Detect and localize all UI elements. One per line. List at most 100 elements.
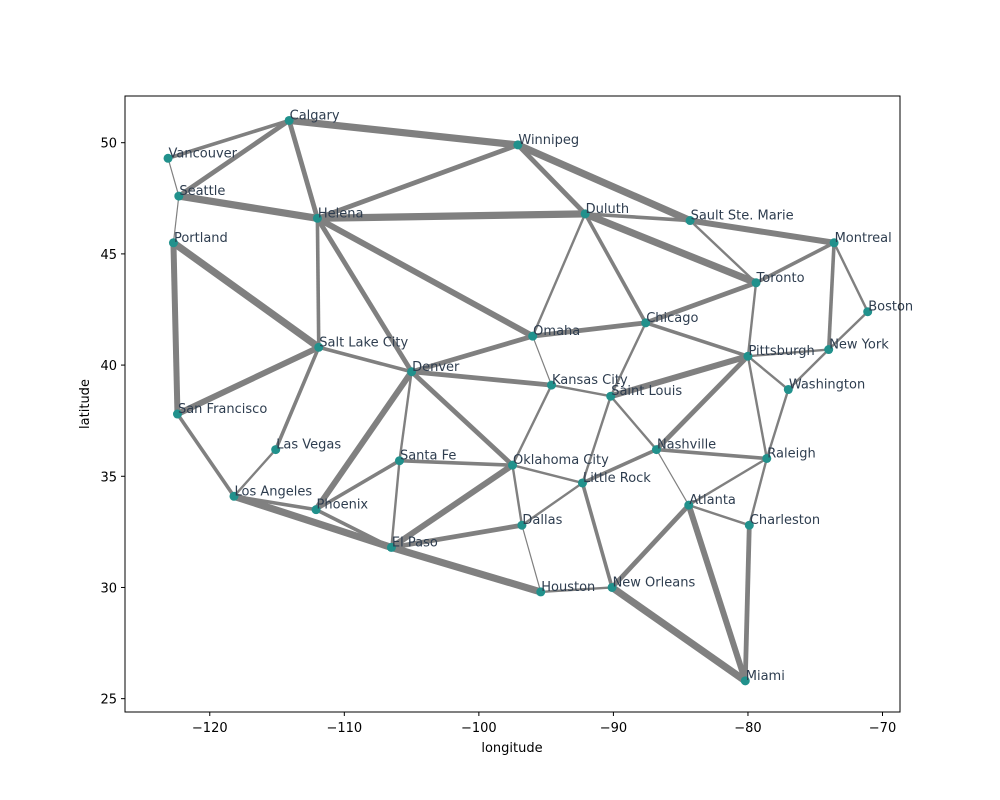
node-label-portland: Portland bbox=[174, 231, 228, 246]
node-label-montreal: Montreal bbox=[835, 231, 892, 246]
edge-boston-new-york bbox=[827, 310, 869, 351]
node-sault-ste-marie bbox=[685, 216, 695, 226]
edge-los-angeles-el-paso bbox=[232, 492, 393, 551]
node-label-sault-ste-marie: Sault Ste. Marie bbox=[691, 209, 794, 224]
node-santa-fe bbox=[394, 456, 404, 466]
node-new-york bbox=[824, 345, 834, 355]
node-san-francisco bbox=[172, 409, 182, 419]
edge-montreal-toronto bbox=[755, 241, 835, 285]
node-charleston bbox=[744, 520, 754, 530]
edge-portland-salt-lake-city bbox=[171, 239, 321, 351]
edge-little-rock-new-orleans bbox=[580, 482, 614, 588]
node-los-angeles bbox=[229, 491, 239, 501]
x-axis-label: longitude bbox=[481, 741, 542, 756]
node-duluth bbox=[580, 209, 590, 219]
edge-helena-salt-lake-city bbox=[315, 218, 321, 348]
edge-salt-lake-city-san-francisco bbox=[176, 344, 321, 417]
y-tick-label: 50 bbox=[100, 137, 117, 152]
y-axis: 25 30 35 40 45 50 bbox=[100, 137, 125, 708]
node-miami bbox=[740, 676, 750, 686]
node-label-helena: Helena bbox=[318, 206, 364, 221]
y-tick-label: 35 bbox=[100, 470, 117, 485]
edge-seattle-helena bbox=[178, 192, 318, 222]
edge-salt-lake-city-denver bbox=[318, 345, 413, 374]
node-label-pittsburgh: Pittsburgh bbox=[748, 344, 814, 359]
node-label-las-vegas: Las Vegas bbox=[276, 438, 341, 453]
node-nashville bbox=[651, 445, 661, 455]
node-label-duluth: Duluth bbox=[586, 202, 629, 217]
node-label-washington: Washington bbox=[789, 378, 865, 393]
x-tick-label: −80 bbox=[734, 721, 761, 736]
edge-new-york-washington bbox=[787, 348, 830, 391]
edge-denver-kansas-city bbox=[411, 369, 552, 388]
node-washington bbox=[783, 385, 793, 395]
edge-atlanta-new-orleans bbox=[610, 503, 691, 590]
node-pittsburgh bbox=[743, 351, 753, 361]
edge-montreal-new-york bbox=[826, 242, 836, 350]
nodes-layer bbox=[163, 115, 873, 686]
node-atlanta bbox=[684, 500, 694, 510]
node-label-kansas-city: Kansas City bbox=[552, 373, 628, 388]
node-label-san-francisco: San Francisco bbox=[178, 402, 267, 417]
edge-helena-duluth bbox=[317, 210, 586, 222]
edge-helena-denver bbox=[315, 217, 414, 374]
edges-layer bbox=[167, 116, 869, 684]
node-el-paso bbox=[386, 542, 396, 552]
node-label-little-rock: Little Rock bbox=[583, 471, 651, 486]
labels-layer: Vancouver Calgary Winnipeg Seattle Helena Dul… bbox=[169, 108, 914, 683]
node-dallas bbox=[517, 520, 527, 530]
edge-washington-raleigh bbox=[765, 389, 790, 459]
node-little-rock bbox=[577, 478, 587, 488]
edge-santa-fe-oklahoma-city bbox=[399, 458, 513, 467]
node-label-phoenix: Phoenix bbox=[317, 498, 369, 513]
edge-saint-louis-nashville bbox=[609, 395, 658, 451]
edge-atlanta-miami bbox=[685, 504, 749, 682]
node-label-los-angeles: Los Angeles bbox=[234, 484, 312, 499]
x-tick-label: −120 bbox=[192, 721, 228, 736]
node-kansas-city bbox=[547, 380, 557, 390]
edge-las-vegas-los-angeles bbox=[233, 448, 277, 498]
node-label-salt-lake-city: Salt Lake City bbox=[319, 335, 408, 350]
node-helena bbox=[312, 213, 322, 223]
edge-omaha-chicago bbox=[532, 320, 646, 339]
edge-sault-ste-marie-toronto bbox=[689, 219, 757, 284]
edge-oklahoma-city-dallas bbox=[511, 464, 524, 526]
edge-duluth-chicago bbox=[583, 212, 648, 324]
y-tick-label: 30 bbox=[100, 581, 117, 596]
edge-oklahoma-city-el-paso bbox=[389, 462, 515, 550]
edge-portland-san-francisco bbox=[170, 242, 181, 415]
node-oklahoma-city bbox=[508, 460, 517, 470]
node-chicago bbox=[641, 318, 651, 328]
x-tick-label: −90 bbox=[600, 721, 627, 736]
y-tick-label: 25 bbox=[100, 693, 117, 708]
edge-winnipeg-duluth bbox=[516, 143, 587, 216]
node-label-omaha: Omaha bbox=[533, 324, 580, 339]
edge-chicago-pittsburgh bbox=[645, 321, 749, 358]
edge-winnipeg-sault-ste-marie bbox=[516, 141, 692, 224]
edge-el-paso-houston bbox=[390, 543, 542, 596]
edge-pittsburgh-saint-louis bbox=[609, 353, 749, 400]
edge-little-rock-dallas bbox=[521, 481, 584, 527]
x-tick-label: −70 bbox=[869, 721, 896, 736]
node-denver bbox=[407, 367, 417, 377]
edge-dallas-el-paso bbox=[391, 522, 523, 550]
edge-dallas-houston bbox=[521, 525, 542, 593]
y-tick-label: 45 bbox=[100, 248, 117, 263]
x-axis: −120 −110 −100 −90 −80 −70 bbox=[192, 712, 896, 736]
edge-helena-omaha bbox=[315, 215, 535, 339]
node-portland bbox=[168, 238, 178, 248]
edge-pittsburgh-washington bbox=[747, 355, 790, 391]
node-seattle bbox=[174, 191, 184, 201]
node-label-el-paso: El Paso bbox=[392, 535, 438, 550]
node-winnipeg bbox=[513, 140, 523, 150]
node-omaha bbox=[528, 331, 538, 341]
node-new-orleans bbox=[607, 582, 617, 592]
node-vancouver bbox=[163, 153, 173, 163]
edge-salt-lake-city-las-vegas bbox=[274, 346, 321, 451]
edge-atlanta-charleston bbox=[688, 504, 750, 527]
node-label-vancouver: Vancouver bbox=[169, 146, 238, 161]
edge-montreal-boston bbox=[832, 242, 869, 313]
edge-oklahoma-city-little-rock bbox=[512, 463, 583, 485]
edge-duluth-sault-ste-marie bbox=[585, 212, 691, 223]
edge-calgary-winnipeg bbox=[288, 116, 519, 149]
